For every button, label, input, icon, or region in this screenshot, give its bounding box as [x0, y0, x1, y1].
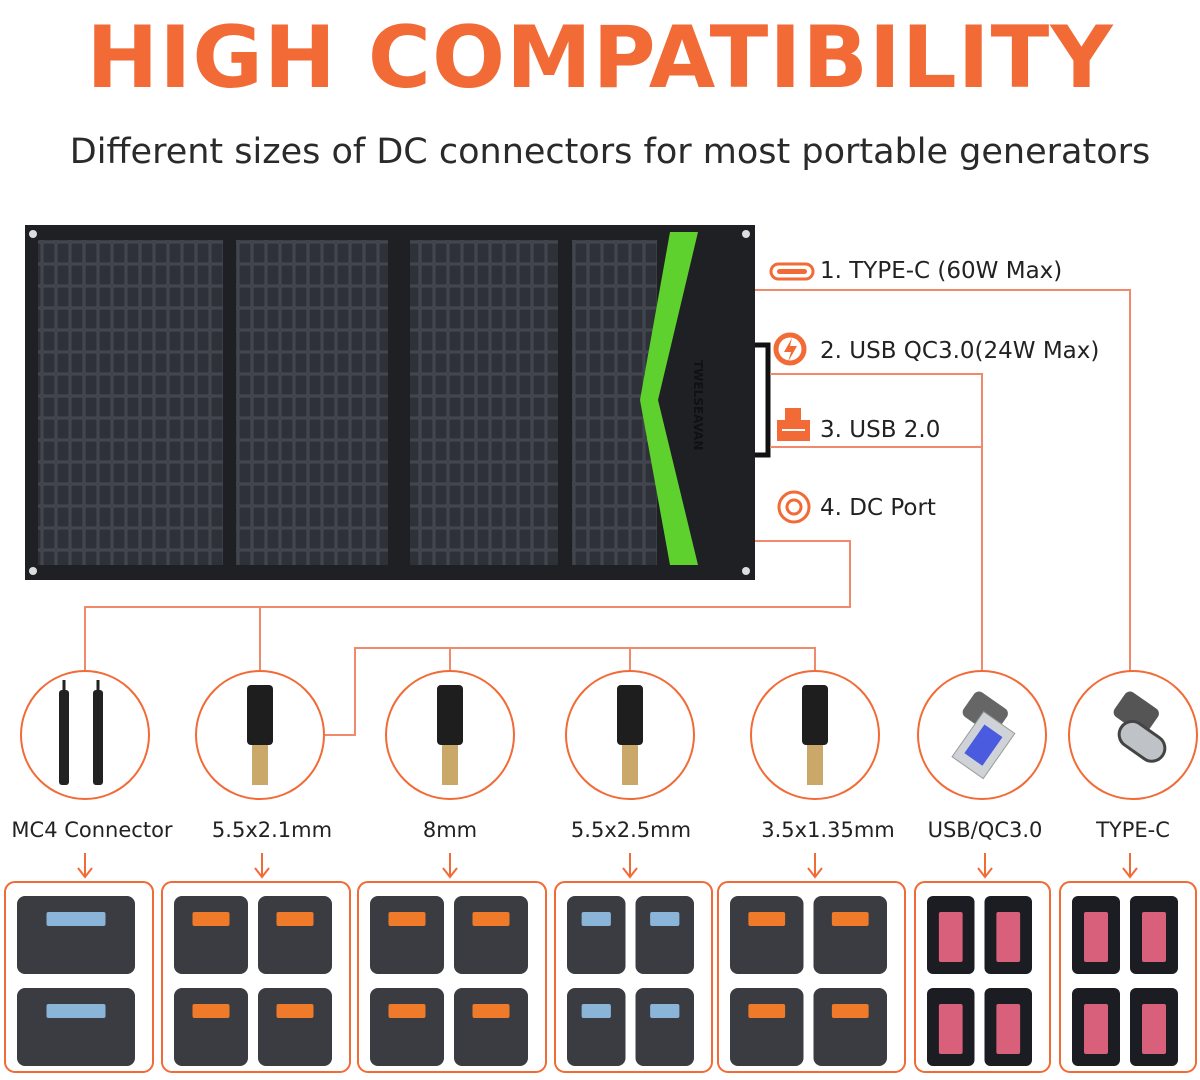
- connector-label-type-c: TYPE-C: [1096, 818, 1170, 842]
- compatible-devices-box: [357, 881, 547, 1073]
- connector-label-35135: 3.5x1.35mm: [761, 818, 895, 842]
- connector-label-5521: 5.5x2.1mm: [211, 818, 333, 842]
- device-image: [258, 896, 332, 974]
- device-image: [635, 896, 694, 974]
- arrow-down-icon: [442, 853, 458, 879]
- quick-charge-icon: [773, 332, 807, 366]
- device-image: [454, 896, 528, 974]
- panel-handle: [755, 342, 771, 458]
- device-image: [813, 988, 887, 1066]
- device-image: [174, 896, 248, 974]
- compatible-devices-box: [914, 881, 1051, 1073]
- connector-dc-plug: [565, 670, 695, 800]
- port-type-c-label: 1. TYPE-C (60W Max): [820, 258, 1063, 284]
- connector-label-5525: 5.5x2.5mm: [570, 818, 692, 842]
- compatible-devices-box: [554, 881, 713, 1073]
- device-image: [17, 896, 135, 974]
- connector-dc-plug: [750, 670, 880, 800]
- compatible-devices-box: [717, 881, 906, 1073]
- arrow-down-icon: [254, 853, 270, 879]
- solar-panel-section: [38, 240, 223, 565]
- device-image: [635, 988, 694, 1066]
- connector-label-usb: USB/QC3.0: [927, 818, 1043, 842]
- dc-port-icon: [777, 490, 811, 524]
- arrow-down-icon: [77, 853, 93, 879]
- port-dc-label: 4. DC Port: [820, 495, 936, 521]
- device-image: [370, 988, 444, 1066]
- brand-logo: TWELSEAVAN: [691, 360, 705, 450]
- solar-panel-section: [236, 240, 388, 565]
- green-stripe: [640, 232, 698, 565]
- device-image: [813, 896, 887, 974]
- arrow-down-icon: [977, 853, 993, 879]
- device-image: [567, 988, 626, 1066]
- usb-icon: [777, 408, 810, 441]
- usb-c-port-icon: [769, 262, 815, 281]
- connector-mc4-connector: [20, 670, 150, 800]
- device-image: [730, 988, 804, 1066]
- arrow-down-icon: [622, 853, 638, 879]
- compatible-devices-box: [4, 881, 154, 1073]
- device-image: [174, 988, 248, 1066]
- device-image: [730, 896, 804, 974]
- connection-lines: [84, 289, 1131, 736]
- connector-dc-plug: [385, 670, 515, 800]
- device-image: [258, 988, 332, 1066]
- device-image: [370, 896, 444, 974]
- port-usb-qc-label: 2. USB QC3.0(24W Max): [820, 338, 1100, 364]
- port-usb2-label: 3. USB 2.0: [820, 417, 941, 443]
- page-title: HIGH COMPATIBILITY: [86, 8, 1114, 108]
- connector-usb-a-plug: [917, 670, 1047, 800]
- device-image: [17, 988, 135, 1066]
- arrow-down-icon: [1122, 853, 1138, 879]
- connector-label-mc4: MC4 Connector: [11, 818, 173, 842]
- connector-usb-c-plug: [1068, 670, 1198, 800]
- connector-dc-plug: [195, 670, 325, 800]
- solar-panel: TWELSEAVAN: [25, 225, 771, 580]
- compatible-devices-box: [1059, 881, 1197, 1073]
- compatible-devices-box: [161, 881, 351, 1073]
- page-subtitle: Different sizes of DC connectors for mos…: [69, 132, 1151, 172]
- solar-panel-section: [410, 240, 558, 565]
- arrow-down-icon: [807, 853, 823, 879]
- device-image: [567, 896, 626, 974]
- connector-label-8mm: 8mm: [422, 818, 478, 842]
- device-image: [454, 988, 528, 1066]
